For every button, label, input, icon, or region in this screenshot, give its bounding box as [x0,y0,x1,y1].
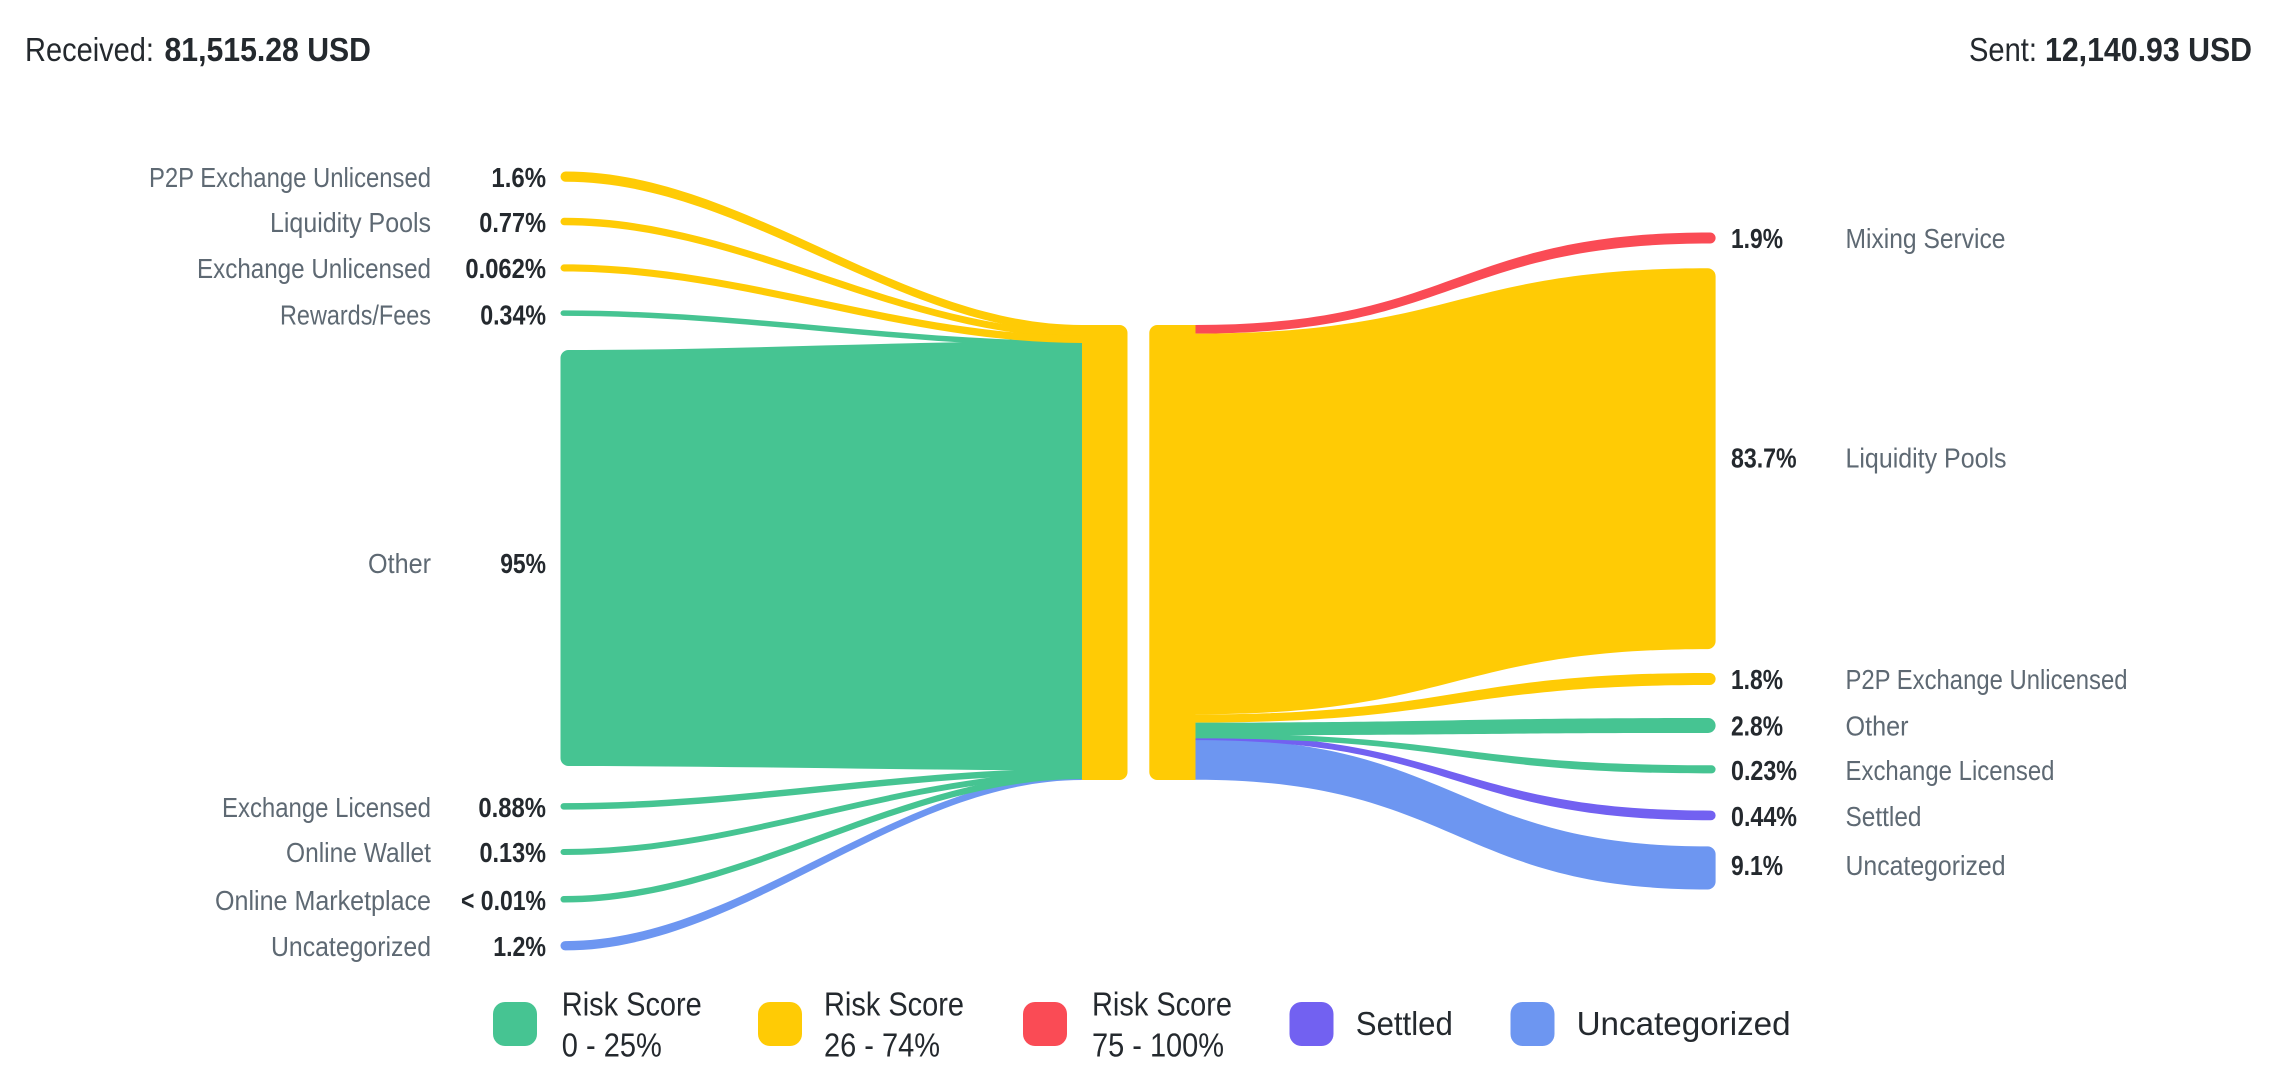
svg-text:Received:: Received: [25,31,154,68]
svg-text:< 0.01%: < 0.01% [461,885,546,916]
svg-text:1.6%: 1.6% [491,162,546,193]
svg-text:Exchange Licensed: Exchange Licensed [1846,755,2055,786]
svg-text:Risk Score: Risk Score [1092,986,1232,1023]
svg-text:0 - 25%: 0 - 25% [562,1026,662,1063]
svg-text:P2P Exchange Unlicensed: P2P Exchange Unlicensed [149,162,431,193]
svg-text:Online Wallet: Online Wallet [286,837,431,868]
svg-text:P2P Exchange Unlicensed: P2P Exchange Unlicensed [1846,664,2128,695]
svg-text:0.88%: 0.88% [478,792,546,823]
svg-text:12,140.93 USD: 12,140.93 USD [2045,31,2252,68]
svg-text:95%: 95% [500,548,546,579]
svg-text:Other: Other [1846,710,1909,741]
svg-text:1.9%: 1.9% [1731,223,1783,254]
svg-text:Sent:: Sent: [1969,31,2037,68]
svg-text:Liquidity Pools: Liquidity Pools [1846,442,2007,473]
svg-text:83.7%: 83.7% [1731,442,1797,473]
svg-text:0.23%: 0.23% [1731,755,1797,786]
svg-text:Uncategorized: Uncategorized [1577,1005,1791,1042]
svg-text:Settled: Settled [1846,801,1922,832]
svg-text:81,515.28 USD: 81,515.28 USD [165,31,372,68]
svg-text:0.77%: 0.77% [479,207,546,238]
svg-text:0.13%: 0.13% [480,837,547,868]
svg-text:75 - 100%: 75 - 100% [1092,1026,1224,1063]
svg-text:Exchange Unlicensed: Exchange Unlicensed [197,253,431,284]
svg-text:Settled: Settled [1356,1005,1453,1042]
svg-text:Risk Score: Risk Score [562,986,702,1023]
svg-text:Other: Other [368,548,431,579]
svg-text:26 - 74%: 26 - 74% [824,1026,940,1063]
svg-text:Risk Score: Risk Score [824,986,964,1023]
svg-text:Online Marketplace: Online Marketplace [215,885,431,916]
svg-text:1.2%: 1.2% [493,931,546,962]
svg-text:Rewards/Fees: Rewards/Fees [280,299,431,330]
svg-text:1.8%: 1.8% [1731,664,1783,695]
svg-text:Uncategorized: Uncategorized [1846,850,2006,881]
svg-text:Exchange Licensed: Exchange Licensed [222,792,431,823]
svg-text:Uncategorized: Uncategorized [271,931,431,962]
svg-text:Liquidity Pools: Liquidity Pools [270,207,431,238]
svg-text:2.8%: 2.8% [1731,710,1783,741]
svg-text:0.44%: 0.44% [1731,801,1797,832]
svg-text:0.34%: 0.34% [480,299,546,330]
svg-text:Mixing Service: Mixing Service [1846,223,2006,254]
svg-text:0.062%: 0.062% [465,253,546,284]
svg-text:9.1%: 9.1% [1731,850,1783,881]
